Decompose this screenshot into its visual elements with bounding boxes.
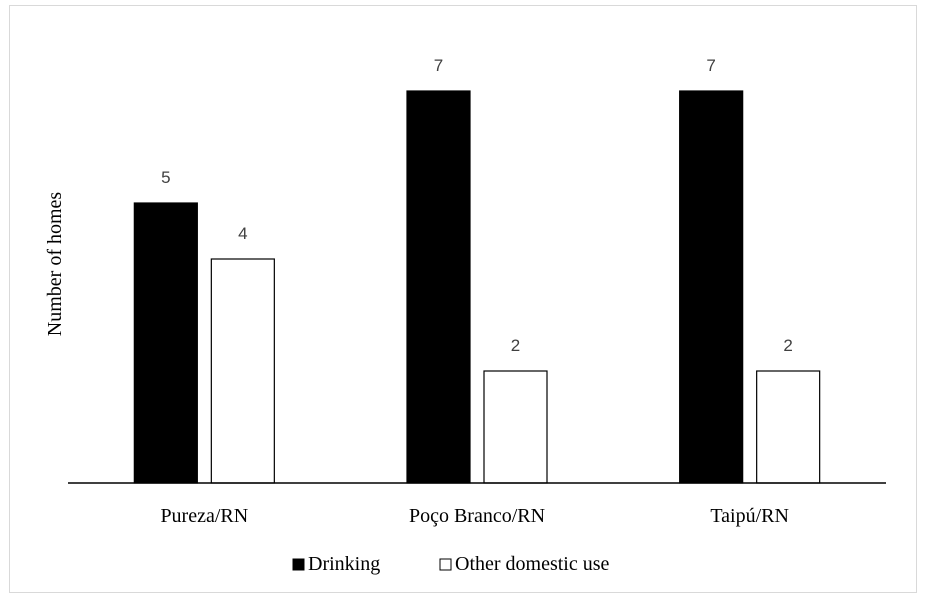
legend: Drinking Other domestic use: [292, 553, 610, 575]
y-axis-title: Number of homes: [44, 192, 66, 337]
bars-layer: [133, 90, 821, 484]
data-label: 2: [511, 336, 520, 355]
bar-drinking-1: [406, 90, 471, 484]
bar-other-domestic-use-0: [210, 258, 275, 484]
x-tick-label: Poço Branco/RN: [409, 505, 545, 527]
bar-chart: 5 4 7 2 7 2 Pureza/RN Poço Branco/RN Taipú/RN N…: [44, 56, 886, 575]
data-label: 4: [238, 224, 247, 243]
bar-other-domestic-use-2: [756, 370, 821, 484]
data-label: 7: [434, 56, 443, 75]
x-tick-labels: Pureza/RN Poço Branco/RN Taipú/RN: [160, 505, 789, 527]
data-label: 2: [783, 336, 792, 355]
legend-label: Other domestic use: [455, 553, 610, 575]
data-labels-layer: 5 4 7 2 7 2: [161, 56, 793, 355]
data-label: 7: [706, 56, 715, 75]
chart-frame: 5 4 7 2 7 2 Pureza/RN Poço Branco/RN Taipú/RN N…: [9, 5, 917, 593]
data-label: 5: [161, 168, 170, 187]
bar-other-domestic-use-1: [483, 370, 548, 484]
bar-drinking-2: [679, 90, 744, 484]
legend-label: Drinking: [308, 553, 380, 575]
legend-swatch-drinking: [292, 558, 305, 571]
legend-swatch-other-domestic-use: [439, 558, 452, 571]
x-tick-label: Taipú/RN: [710, 505, 789, 527]
bar-drinking-0: [133, 202, 198, 484]
x-tick-label: Pureza/RN: [160, 505, 248, 527]
